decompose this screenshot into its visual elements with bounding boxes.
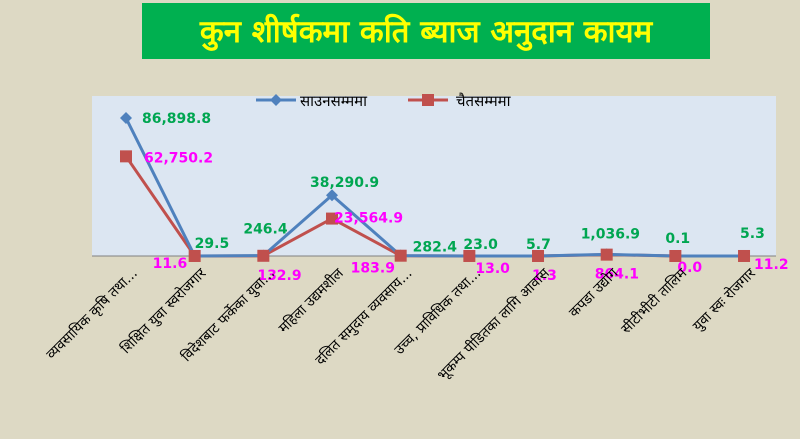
chart-title-banner: कुन शीर्षकमा कति ब्याज अनुदान कायम xyxy=(142,3,710,59)
series-2-data-label: 11.6 xyxy=(153,256,188,272)
series-2-point xyxy=(257,249,270,262)
series-1-data-label: 86,898.8 xyxy=(142,111,211,127)
series-2-data-label: 11.2 xyxy=(754,257,789,273)
plot-area xyxy=(92,96,776,256)
category-label: भूकम्प पीडितका लागि आवास xyxy=(434,264,553,383)
series-2-point xyxy=(326,212,339,225)
series-2-data-label: 23,564.9 xyxy=(334,211,403,227)
series-1-data-label: 246.4 xyxy=(243,222,288,238)
series-2-data-label: 1.3 xyxy=(532,268,557,284)
series-2-point xyxy=(394,249,407,262)
legend-label: चैतसम्ममा xyxy=(456,92,512,110)
series-1-data-label: 23.0 xyxy=(463,237,498,253)
series-1-data-label: 5.7 xyxy=(526,237,551,253)
series-1-point xyxy=(326,189,339,202)
series-1-data-label: 5.3 xyxy=(740,226,765,242)
legend: साउनसम्ममा चैतसम्ममा xyxy=(256,92,512,110)
series-2-data-label: 183.9 xyxy=(351,261,395,277)
series-2-point xyxy=(738,249,751,262)
legend-marker xyxy=(422,94,434,106)
series-1-data-label: 38,290.9 xyxy=(310,175,379,191)
series-2-data-label: 13.0 xyxy=(475,261,510,277)
chart-title: कुन शीर्षकमा कति ब्याज अनुदान कायम xyxy=(199,14,653,50)
series-1-data-label: 282.4 xyxy=(413,240,458,256)
series-2-point xyxy=(669,250,682,262)
series-2-point xyxy=(120,150,132,163)
legend-label: साउनसम्ममा xyxy=(300,92,368,110)
legend-marker xyxy=(270,94,282,106)
series-2-point xyxy=(188,249,201,262)
series-1-point xyxy=(120,112,132,124)
series-2-data-label: 0.0 xyxy=(677,260,702,276)
series-1-data-label: 0.1 xyxy=(665,231,690,247)
series-line-1 xyxy=(124,117,744,258)
series-2-point xyxy=(463,249,476,262)
series-1-data-label: 29.5 xyxy=(195,236,230,252)
series-2-data-label: 864.1 xyxy=(595,267,639,283)
series-2-data-label: 132.9 xyxy=(257,268,301,284)
series-2-data-label: 62,750.2 xyxy=(144,150,213,166)
series-2-point xyxy=(600,248,613,261)
series-2-point xyxy=(532,249,545,262)
series-1-data-label: 1,036.9 xyxy=(581,226,640,242)
